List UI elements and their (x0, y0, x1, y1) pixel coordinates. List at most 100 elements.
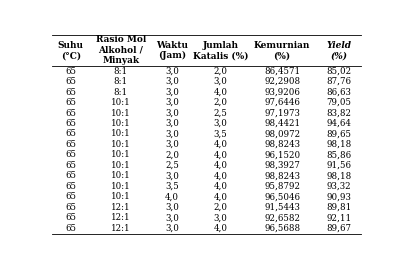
Text: 12:1: 12:1 (111, 213, 131, 222)
Text: 12:1: 12:1 (111, 224, 131, 233)
Text: 65: 65 (65, 130, 76, 139)
Text: 3,5: 3,5 (165, 182, 179, 191)
Text: 98,8243: 98,8243 (264, 140, 300, 149)
Text: 10:1: 10:1 (111, 109, 131, 118)
Text: 65: 65 (65, 151, 76, 160)
Text: 98,8243: 98,8243 (264, 172, 300, 180)
Text: 2,5: 2,5 (165, 161, 179, 170)
Text: 10:1: 10:1 (111, 119, 131, 128)
Text: 98,18: 98,18 (326, 172, 351, 180)
Text: 3,0: 3,0 (165, 203, 179, 212)
Text: 4,0: 4,0 (213, 182, 227, 191)
Text: 10:1: 10:1 (111, 140, 131, 149)
Text: 4,0: 4,0 (165, 192, 179, 201)
Text: 65: 65 (65, 66, 76, 76)
Text: 3,0: 3,0 (165, 88, 179, 97)
Text: 2,5: 2,5 (213, 109, 227, 118)
Text: 65: 65 (65, 98, 76, 107)
Text: 2,0: 2,0 (213, 203, 227, 212)
Text: 3,0: 3,0 (165, 213, 179, 222)
Text: 92,11: 92,11 (326, 213, 351, 222)
Text: 65: 65 (65, 172, 76, 180)
Text: 79,05: 79,05 (326, 98, 351, 107)
Text: 10:1: 10:1 (111, 182, 131, 191)
Text: 85,86: 85,86 (326, 151, 351, 160)
Text: 3,0: 3,0 (165, 109, 179, 118)
Text: 4,0: 4,0 (213, 172, 227, 180)
Text: 93,32: 93,32 (326, 182, 351, 191)
Text: 93,9206: 93,9206 (264, 88, 300, 97)
Text: 10:1: 10:1 (111, 172, 131, 180)
Text: 3,0: 3,0 (165, 172, 179, 180)
Text: 4,0: 4,0 (213, 140, 227, 149)
Text: 85,02: 85,02 (326, 66, 351, 76)
Text: 10:1: 10:1 (111, 161, 131, 170)
Text: 65: 65 (65, 140, 76, 149)
Text: 4,0: 4,0 (213, 224, 227, 233)
Text: 2,0: 2,0 (165, 151, 179, 160)
Text: 96,5046: 96,5046 (264, 192, 300, 201)
Text: 4,0: 4,0 (213, 88, 227, 97)
Text: 65: 65 (65, 192, 76, 201)
Text: 3,5: 3,5 (214, 130, 227, 139)
Text: 65: 65 (65, 119, 76, 128)
Text: 89,81: 89,81 (326, 203, 351, 212)
Text: 3,0: 3,0 (213, 119, 227, 128)
Text: 90,93: 90,93 (326, 192, 351, 201)
Text: 65: 65 (65, 88, 76, 97)
Text: Waktu
(Jam): Waktu (Jam) (156, 41, 188, 60)
Text: 95,8792: 95,8792 (264, 182, 300, 191)
Text: 65: 65 (65, 224, 76, 233)
Text: 4,0: 4,0 (213, 192, 227, 201)
Text: 86,4571: 86,4571 (264, 66, 300, 76)
Text: 3,0: 3,0 (165, 140, 179, 149)
Text: 96,5688: 96,5688 (264, 224, 300, 233)
Text: 92,6582: 92,6582 (264, 213, 300, 222)
Text: 98,0972: 98,0972 (264, 130, 300, 139)
Text: 96,1520: 96,1520 (264, 151, 300, 160)
Text: 10:1: 10:1 (111, 192, 131, 201)
Text: 10:1: 10:1 (111, 98, 131, 107)
Text: 4,0: 4,0 (213, 161, 227, 170)
Text: Kemurnian
(%): Kemurnian (%) (254, 41, 310, 60)
Text: 10:1: 10:1 (111, 130, 131, 139)
Text: 8:1: 8:1 (114, 66, 128, 76)
Text: 98,3927: 98,3927 (264, 161, 300, 170)
Text: 3,0: 3,0 (165, 224, 179, 233)
Text: 3,0: 3,0 (213, 213, 227, 222)
Text: 2,0: 2,0 (213, 98, 227, 107)
Text: 12:1: 12:1 (111, 203, 131, 212)
Text: 3,0: 3,0 (165, 77, 179, 86)
Text: 2,0: 2,0 (213, 66, 227, 76)
Text: Suhu
(°C): Suhu (°C) (58, 41, 84, 60)
Text: 65: 65 (65, 161, 76, 170)
Text: 87,76: 87,76 (326, 77, 351, 86)
Text: 83,82: 83,82 (326, 109, 351, 118)
Text: 94,64: 94,64 (326, 119, 351, 128)
Text: 91,5443: 91,5443 (264, 203, 300, 212)
Text: 65: 65 (65, 182, 76, 191)
Text: 8:1: 8:1 (114, 88, 128, 97)
Text: 98,18: 98,18 (326, 140, 351, 149)
Text: 65: 65 (65, 109, 76, 118)
Text: 3,0: 3,0 (165, 130, 179, 139)
Text: Jumlah
Katalis (%): Jumlah Katalis (%) (193, 41, 248, 60)
Text: 92,2908: 92,2908 (264, 77, 300, 86)
Text: 91,56: 91,56 (326, 161, 351, 170)
Text: 3,0: 3,0 (165, 98, 179, 107)
Text: 65: 65 (65, 213, 76, 222)
Text: 86,63: 86,63 (326, 88, 351, 97)
Text: 89,65: 89,65 (326, 130, 351, 139)
Text: 3,0: 3,0 (165, 119, 179, 128)
Text: Rasio Mol
Alkohol /
Minyak: Rasio Mol Alkohol / Minyak (96, 35, 146, 65)
Text: 4,0: 4,0 (213, 151, 227, 160)
Text: 98,4421: 98,4421 (264, 119, 300, 128)
Text: 89,67: 89,67 (326, 224, 351, 233)
Text: 97,1973: 97,1973 (264, 109, 300, 118)
Text: 65: 65 (65, 77, 76, 86)
Text: 3,0: 3,0 (165, 66, 179, 76)
Text: Yield
(%): Yield (%) (326, 41, 351, 60)
Text: 97,6446: 97,6446 (264, 98, 300, 107)
Text: 65: 65 (65, 203, 76, 212)
Text: 3,0: 3,0 (213, 77, 227, 86)
